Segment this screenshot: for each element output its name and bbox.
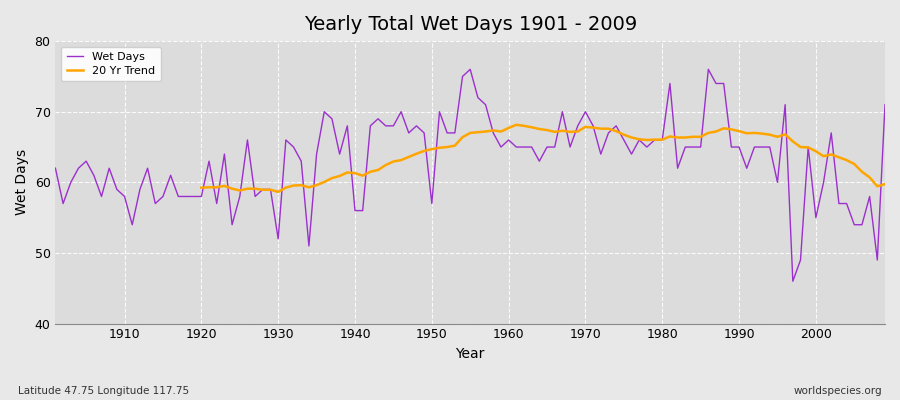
- Wet Days: [281, 138, 292, 142]
- Wet Days: [879, 102, 890, 107]
- Wet Days: [112, 187, 122, 192]
- Text: Latitude 47.75 Longitude 117.75: Latitude 47.75 Longitude 117.75: [18, 386, 189, 396]
- 20 Yr Trend: [879, 182, 890, 186]
- Wet Days: [788, 279, 798, 284]
- 20 Yr Trend: [296, 183, 307, 188]
- 20 Yr Trend: [864, 175, 875, 180]
- 20 Yr Trend: [795, 145, 806, 150]
- X-axis label: Year: Year: [455, 347, 485, 361]
- Wet Days: [327, 116, 338, 121]
- Y-axis label: Wet Days: Wet Days: [15, 149, 29, 216]
- Wet Days: [511, 145, 522, 150]
- 20 Yr Trend: [779, 132, 790, 137]
- 20 Yr Trend: [511, 122, 522, 127]
- Wet Days: [464, 67, 475, 72]
- Wet Days: [503, 138, 514, 142]
- Text: worldspecies.org: worldspecies.org: [794, 386, 882, 396]
- Line: 20 Yr Trend: 20 Yr Trend: [202, 125, 885, 192]
- 20 Yr Trend: [411, 151, 422, 156]
- 20 Yr Trend: [273, 190, 284, 194]
- 20 Yr Trend: [196, 185, 207, 190]
- Title: Yearly Total Wet Days 1901 - 2009: Yearly Total Wet Days 1901 - 2009: [303, 15, 637, 34]
- Legend: Wet Days, 20 Yr Trend: Wet Days, 20 Yr Trend: [61, 47, 161, 81]
- 20 Yr Trend: [688, 134, 698, 139]
- Line: Wet Days: Wet Days: [56, 69, 885, 281]
- Wet Days: [603, 130, 614, 135]
- Wet Days: [50, 166, 61, 171]
